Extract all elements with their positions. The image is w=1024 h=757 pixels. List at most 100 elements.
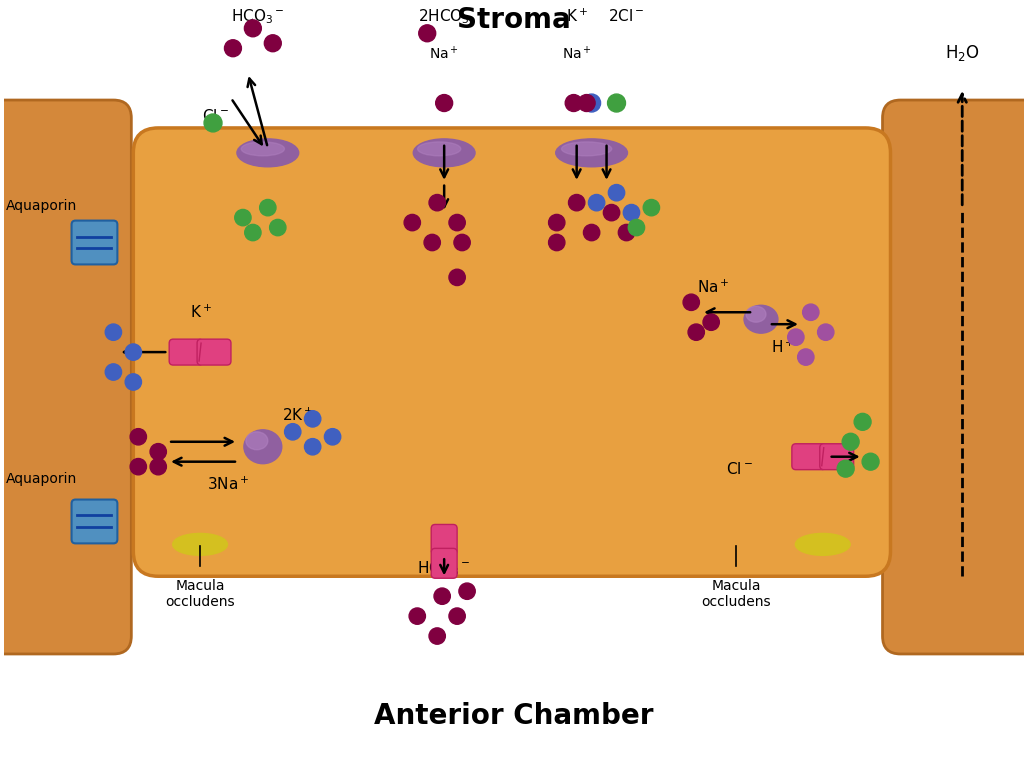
Ellipse shape bbox=[424, 235, 440, 251]
Ellipse shape bbox=[151, 459, 166, 475]
Ellipse shape bbox=[629, 220, 645, 235]
Ellipse shape bbox=[549, 214, 565, 231]
Ellipse shape bbox=[607, 94, 626, 112]
Text: Anterior Chamber: Anterior Chamber bbox=[374, 702, 653, 730]
FancyBboxPatch shape bbox=[169, 339, 203, 365]
Ellipse shape bbox=[459, 583, 475, 600]
Ellipse shape bbox=[556, 139, 628, 167]
Ellipse shape bbox=[435, 95, 453, 111]
Ellipse shape bbox=[245, 224, 261, 241]
Ellipse shape bbox=[204, 114, 222, 132]
Ellipse shape bbox=[429, 628, 445, 644]
Text: HCO$_3$$^-$: HCO$_3$$^-$ bbox=[418, 559, 471, 578]
Ellipse shape bbox=[643, 199, 659, 216]
Ellipse shape bbox=[418, 142, 461, 156]
FancyBboxPatch shape bbox=[792, 444, 825, 469]
Text: HCO$_3$$^-$: HCO$_3$$^-$ bbox=[231, 7, 285, 26]
Ellipse shape bbox=[608, 185, 625, 201]
FancyBboxPatch shape bbox=[431, 525, 457, 554]
Ellipse shape bbox=[854, 413, 871, 430]
FancyBboxPatch shape bbox=[820, 444, 854, 469]
Ellipse shape bbox=[565, 95, 583, 111]
Ellipse shape bbox=[429, 195, 445, 211]
FancyBboxPatch shape bbox=[72, 220, 118, 264]
Text: K$^+$: K$^+$ bbox=[565, 8, 588, 25]
Ellipse shape bbox=[125, 344, 141, 360]
Text: Stroma: Stroma bbox=[457, 6, 570, 34]
Text: Aquaporin: Aquaporin bbox=[6, 472, 77, 486]
Ellipse shape bbox=[449, 214, 465, 231]
Ellipse shape bbox=[583, 94, 601, 112]
Ellipse shape bbox=[838, 460, 854, 477]
Ellipse shape bbox=[173, 534, 227, 556]
Text: 2HCO$_3$: 2HCO$_3$ bbox=[418, 7, 470, 26]
Text: Macula
occludens: Macula occludens bbox=[701, 579, 771, 609]
FancyBboxPatch shape bbox=[431, 548, 457, 578]
Ellipse shape bbox=[246, 431, 268, 450]
Ellipse shape bbox=[584, 224, 600, 241]
Ellipse shape bbox=[419, 25, 435, 42]
Ellipse shape bbox=[787, 329, 804, 345]
Ellipse shape bbox=[264, 35, 282, 51]
Text: Na$^+$: Na$^+$ bbox=[429, 45, 459, 62]
Ellipse shape bbox=[449, 269, 465, 285]
Ellipse shape bbox=[842, 433, 859, 450]
Ellipse shape bbox=[449, 608, 465, 625]
Ellipse shape bbox=[618, 224, 635, 241]
Ellipse shape bbox=[549, 235, 565, 251]
Ellipse shape bbox=[561, 142, 611, 156]
Ellipse shape bbox=[603, 204, 620, 221]
Ellipse shape bbox=[703, 314, 719, 330]
Ellipse shape bbox=[434, 588, 451, 604]
Ellipse shape bbox=[414, 139, 475, 167]
Ellipse shape bbox=[744, 305, 778, 333]
Ellipse shape bbox=[579, 95, 595, 111]
Ellipse shape bbox=[224, 40, 242, 57]
Ellipse shape bbox=[568, 195, 585, 211]
Ellipse shape bbox=[260, 199, 276, 216]
Ellipse shape bbox=[285, 424, 301, 440]
Ellipse shape bbox=[325, 428, 341, 445]
Ellipse shape bbox=[130, 459, 146, 475]
Text: H$^+$: H$^+$ bbox=[771, 338, 795, 356]
Ellipse shape bbox=[269, 220, 286, 235]
Text: Cl$^-$: Cl$^-$ bbox=[202, 108, 228, 124]
Ellipse shape bbox=[105, 364, 122, 380]
Ellipse shape bbox=[125, 374, 141, 390]
Ellipse shape bbox=[105, 324, 122, 341]
Ellipse shape bbox=[862, 453, 879, 470]
Text: H$_2$O: H$_2$O bbox=[945, 43, 980, 64]
Ellipse shape bbox=[410, 608, 425, 625]
Ellipse shape bbox=[245, 20, 261, 37]
Ellipse shape bbox=[746, 307, 766, 322]
Ellipse shape bbox=[404, 214, 421, 231]
Ellipse shape bbox=[817, 324, 834, 341]
Text: Macula
occludens: Macula occludens bbox=[165, 579, 234, 609]
Ellipse shape bbox=[234, 210, 251, 226]
Ellipse shape bbox=[237, 139, 299, 167]
Ellipse shape bbox=[589, 195, 605, 211]
Ellipse shape bbox=[798, 349, 814, 365]
Ellipse shape bbox=[683, 294, 699, 310]
Text: Na$^+$: Na$^+$ bbox=[696, 279, 729, 296]
Ellipse shape bbox=[796, 534, 850, 556]
Ellipse shape bbox=[688, 324, 705, 341]
FancyBboxPatch shape bbox=[133, 128, 891, 576]
Ellipse shape bbox=[803, 304, 819, 320]
Ellipse shape bbox=[242, 142, 285, 156]
Ellipse shape bbox=[624, 204, 640, 221]
FancyBboxPatch shape bbox=[0, 100, 131, 654]
Text: Na$^+$: Na$^+$ bbox=[562, 45, 592, 62]
Ellipse shape bbox=[151, 444, 166, 460]
Text: Aquaporin: Aquaporin bbox=[6, 198, 77, 213]
FancyBboxPatch shape bbox=[883, 100, 1024, 654]
Text: Cl$^-$: Cl$^-$ bbox=[726, 461, 753, 477]
Ellipse shape bbox=[454, 235, 470, 251]
Text: 3Na$^+$: 3Na$^+$ bbox=[207, 476, 249, 494]
Text: K$^+$: K$^+$ bbox=[190, 304, 212, 321]
FancyBboxPatch shape bbox=[197, 339, 231, 365]
Ellipse shape bbox=[244, 430, 282, 464]
Ellipse shape bbox=[304, 411, 321, 427]
Text: 2K$^+$: 2K$^+$ bbox=[282, 407, 313, 423]
Ellipse shape bbox=[130, 428, 146, 445]
